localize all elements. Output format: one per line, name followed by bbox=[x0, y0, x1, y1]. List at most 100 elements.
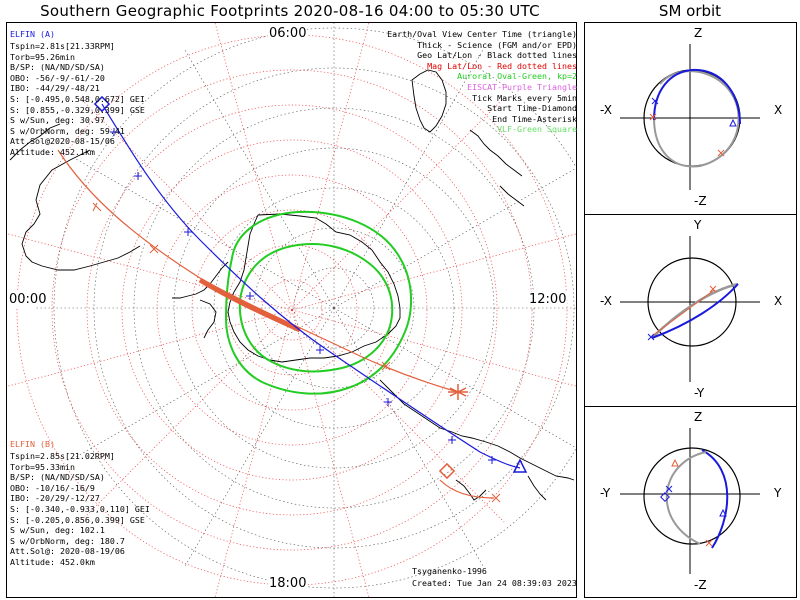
elfin-b-science-segment bbox=[198, 277, 302, 333]
elfin-a-info-line: Tspin=2.81s[21.33RPM] bbox=[10, 41, 115, 51]
mag-lat-circle bbox=[156, 174, 428, 446]
elfin-a-info-line: S w/Sun, deg: 30.97 bbox=[10, 115, 105, 126]
sm3-right: Y bbox=[774, 486, 782, 500]
sm3-bottom: -Z bbox=[694, 578, 707, 592]
sm2-right: X bbox=[774, 294, 783, 308]
mag-lon-line bbox=[214, 309, 293, 597]
sm-panel-1 bbox=[620, 44, 760, 190]
elfin-b-title: ELFIN (B) bbox=[10, 439, 55, 449]
elfin-b-info-line: S w/Sun, deg: 102.1 bbox=[10, 525, 105, 536]
elfin-b-ticks bbox=[92, 202, 391, 371]
mag-lat-circle bbox=[226, 244, 358, 376]
elfin-a-info-line: Att.Sol@2020-08-15/06 bbox=[10, 136, 115, 147]
chart-title: Southern Geographic Footprints 2020-08-1… bbox=[40, 2, 540, 20]
legend-entry: Mag Lat/Lon - Red dotted lines bbox=[427, 60, 577, 71]
elfin-b-info-line: Tspin=2.85s[21.02RPM] bbox=[10, 451, 115, 461]
sm2-top: Y bbox=[694, 218, 702, 232]
mag-lon-line bbox=[79, 97, 293, 311]
elfin-b-info-line: Torb=95.33min bbox=[10, 461, 75, 472]
elfin-b-info-line: Att.Sol@: 2020-08-19/06 bbox=[10, 546, 125, 557]
mag-lat-circle bbox=[51, 69, 533, 551]
sm3-left: -Y bbox=[600, 486, 611, 500]
mag-lat-circle bbox=[86, 104, 498, 516]
elfin-a-info-line: S: [-0.495,0.548,0.672] GEI bbox=[10, 93, 145, 104]
sm3-top: Z bbox=[694, 410, 703, 424]
legend-entry: Earth/Oval View Center Time (triangle) bbox=[387, 29, 577, 39]
elfin-b-end-asterisk bbox=[448, 384, 468, 400]
mag-lat-circle bbox=[261, 279, 323, 341]
mag-lon-line bbox=[79, 309, 293, 523]
mag-lon-line bbox=[291, 233, 576, 311]
sm1-right: X bbox=[774, 103, 783, 117]
elfin-b-start-diamond bbox=[438, 462, 456, 480]
elfin-a-footprint bbox=[93, 95, 528, 473]
sm2-left: -X bbox=[600, 294, 612, 308]
legend-entry: Auroral Oval-Green, kp=2 bbox=[457, 71, 577, 82]
model-credit: Tsyganenko-1996 bbox=[412, 566, 487, 576]
sm-panel-2 bbox=[620, 236, 760, 382]
legend-entry: Start Time-Diamond bbox=[487, 103, 577, 114]
legend-entry: End Time-Asterisk bbox=[492, 113, 577, 124]
sm1-bottom: -Z bbox=[694, 194, 707, 208]
elfin-a-info-line: IBO: -44/29/-48/21 bbox=[10, 83, 100, 94]
elfin-a-title: ELFIN (A) bbox=[10, 29, 55, 39]
geo-lon-line bbox=[333, 307, 576, 449]
elfin-a-ticks bbox=[110, 128, 496, 464]
mag-lon-line bbox=[291, 309, 576, 387]
geo-lon-line bbox=[333, 167, 576, 309]
map-frame bbox=[6, 22, 577, 598]
sm-frame bbox=[584, 22, 797, 598]
elfin-a-info-line: Torb=95.26min bbox=[10, 51, 75, 62]
geo-lat-lon-grid bbox=[34, 23, 576, 597]
elfin-a-info-line: S: [0.855,-0.329,0.399] GSE bbox=[10, 104, 145, 115]
mag-lon-line bbox=[7, 309, 293, 387]
elfin-b-footprint bbox=[57, 149, 501, 503]
mag-lon-line bbox=[291, 23, 370, 311]
auroral-oval bbox=[224, 210, 412, 395]
elfin-a-start-diamond bbox=[93, 95, 111, 113]
mag-lon-line bbox=[291, 309, 370, 597]
mag-lon-line bbox=[291, 309, 505, 523]
elfin-b-info-line: Altitude: 452.0km bbox=[10, 556, 95, 567]
sm1-left: -X bbox=[600, 103, 612, 117]
mag-lon-line bbox=[7, 233, 293, 311]
elfin-b-info: Tspin=2.85s[21.02RPM] Torb=95.33min B/SP: … bbox=[10, 451, 150, 568]
mag-lat-circle bbox=[16, 34, 568, 586]
elfin-a-info: Tspin=2.81s[21.33RPM] Torb=95.26min B/SP: … bbox=[10, 41, 145, 158]
legend: Earth/Oval View Center Time (triangle) Th… bbox=[387, 29, 577, 135]
geo-lon-line bbox=[183, 48, 335, 309]
geo-lon-line bbox=[333, 307, 485, 568]
elfin-a-center-triangle bbox=[512, 458, 528, 473]
mlt-label-bottom: 18:00 bbox=[268, 576, 308, 591]
elfin-a-info-line: Altitude: 452.1km bbox=[10, 146, 95, 157]
sm2-bottom: -Y bbox=[694, 386, 705, 400]
geo-lon-line bbox=[183, 307, 335, 568]
mlt-label-right: 12:00 bbox=[528, 292, 568, 307]
mag-lon-line bbox=[291, 97, 505, 311]
created-timestamp: Created: Tue Jan 24 08:39:03 2023 bbox=[412, 578, 577, 588]
sm-panel-3 bbox=[620, 428, 760, 574]
mag-lat-lon-grid bbox=[7, 23, 576, 597]
elfin-b-info-line: OBO: -10/16/-16/9 bbox=[10, 482, 95, 493]
elfin-a-info-line: B/SP: (NA/ND/SD/SA) bbox=[10, 62, 105, 73]
mlt-label-top: 06:00 bbox=[268, 26, 308, 41]
elfin-b-info-line: S: [-0.205,0.856,0.399] GSE bbox=[10, 514, 145, 525]
australia-coastline bbox=[379, 379, 575, 501]
legend-entry: Thick - Science (FGM and/or EPD) bbox=[417, 39, 577, 50]
elfin-b-info-line: S w/OrbNorm, deg: 180.7 bbox=[10, 535, 125, 546]
elfin-b-info-line: B/SP: (NA/ND/SD/SA) bbox=[10, 472, 105, 483]
south-america-coastline bbox=[9, 123, 141, 271]
mlt-label-left: 00:00 bbox=[8, 292, 48, 307]
sm-orbit-title: SM orbit bbox=[658, 2, 722, 20]
legend-entry: Geo Lat/Lon - Black dotted lines bbox=[417, 50, 577, 61]
elfin-a-info-line: OBO: -56/-9/-61/-20 bbox=[10, 72, 105, 83]
africa-coastline bbox=[411, 69, 525, 207]
legend-entry: EISCAT-Purple Triangle bbox=[467, 81, 577, 92]
elfin-b-info-line: S: [-0.340,-0.933,0.110] GEI bbox=[10, 503, 150, 514]
legend-entry: Tick Marks every 5min bbox=[472, 92, 577, 103]
sm1-top: Z bbox=[694, 26, 703, 40]
mag-lon-line bbox=[214, 23, 293, 311]
geo-lon-line bbox=[74, 157, 335, 309]
mag-lat-circle bbox=[121, 139, 463, 481]
